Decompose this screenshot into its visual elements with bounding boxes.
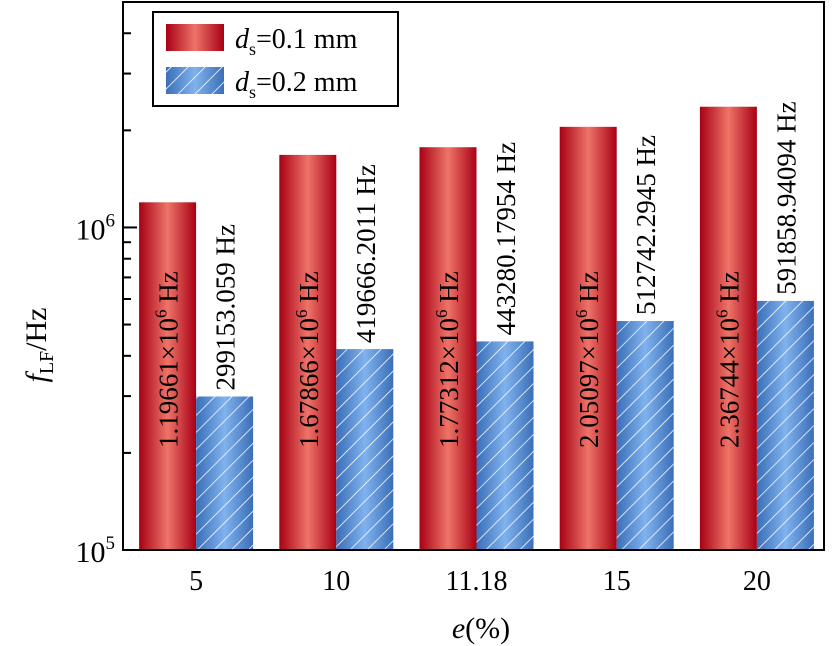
data-label-series-1-11.18: 1.77312×106 Hz [432,271,464,448]
legend: ds=0.1 mm ds=0.2 mm [152,11,399,107]
legend-label-series-2: ds=0.2 mm [235,67,358,102]
y-tick-label-5: 105 [76,533,116,569]
bar-hatch-15 [616,321,674,550]
y-tick-label-6: 106 [76,210,116,246]
bar-series-1-15 [559,126,617,551]
bar-hatch-10 [336,349,394,550]
x-tick-label-20: 20 [743,566,771,597]
plot-frame [122,1,825,551]
data-label-series-2-15: 512742.2945 Hz [631,135,661,315]
x-tick-label-10: 10 [322,566,350,597]
bar-hatch-20 [756,300,814,550]
y-axis-label: fLF/Hz [20,307,58,382]
bar-series-1-10 [279,154,337,551]
legend-label-series-1: ds=0.1 mm [235,24,358,59]
x-tick-label-11.18: 11.18 [446,566,508,597]
data-label-series-2-20: 591858.94094 Hz [771,101,801,294]
legend-swatch-hatch [166,67,224,94]
data-label-series-2-11.18: 443280.17954 Hz [491,142,521,335]
data-label-series-1-15: 2.05097×106 Hz [572,271,604,448]
bar-series-1-5 [139,202,197,550]
x-axis-label: e(%) [452,612,510,645]
data-label-series-2-10: 419666.2011 Hz [351,164,381,343]
legend-swatch-series-1 [166,24,224,51]
bar-series-1-20 [699,106,757,550]
x-tick-label-5: 5 [189,566,203,597]
data-label-series-1-5: 1.19661×106 Hz [152,271,184,448]
x-tick-label-15: 15 [603,566,631,597]
data-label-series-1-10: 1.67866×106 Hz [292,271,324,448]
bar-hatch-5 [196,396,254,550]
data-label-series-2-5: 299153.059 Hz [211,224,241,390]
bar-series-1-11.18 [419,147,477,550]
bar-hatch-11.18 [476,341,534,550]
data-label-series-1-20: 2.36744×106 Hz [712,271,744,448]
